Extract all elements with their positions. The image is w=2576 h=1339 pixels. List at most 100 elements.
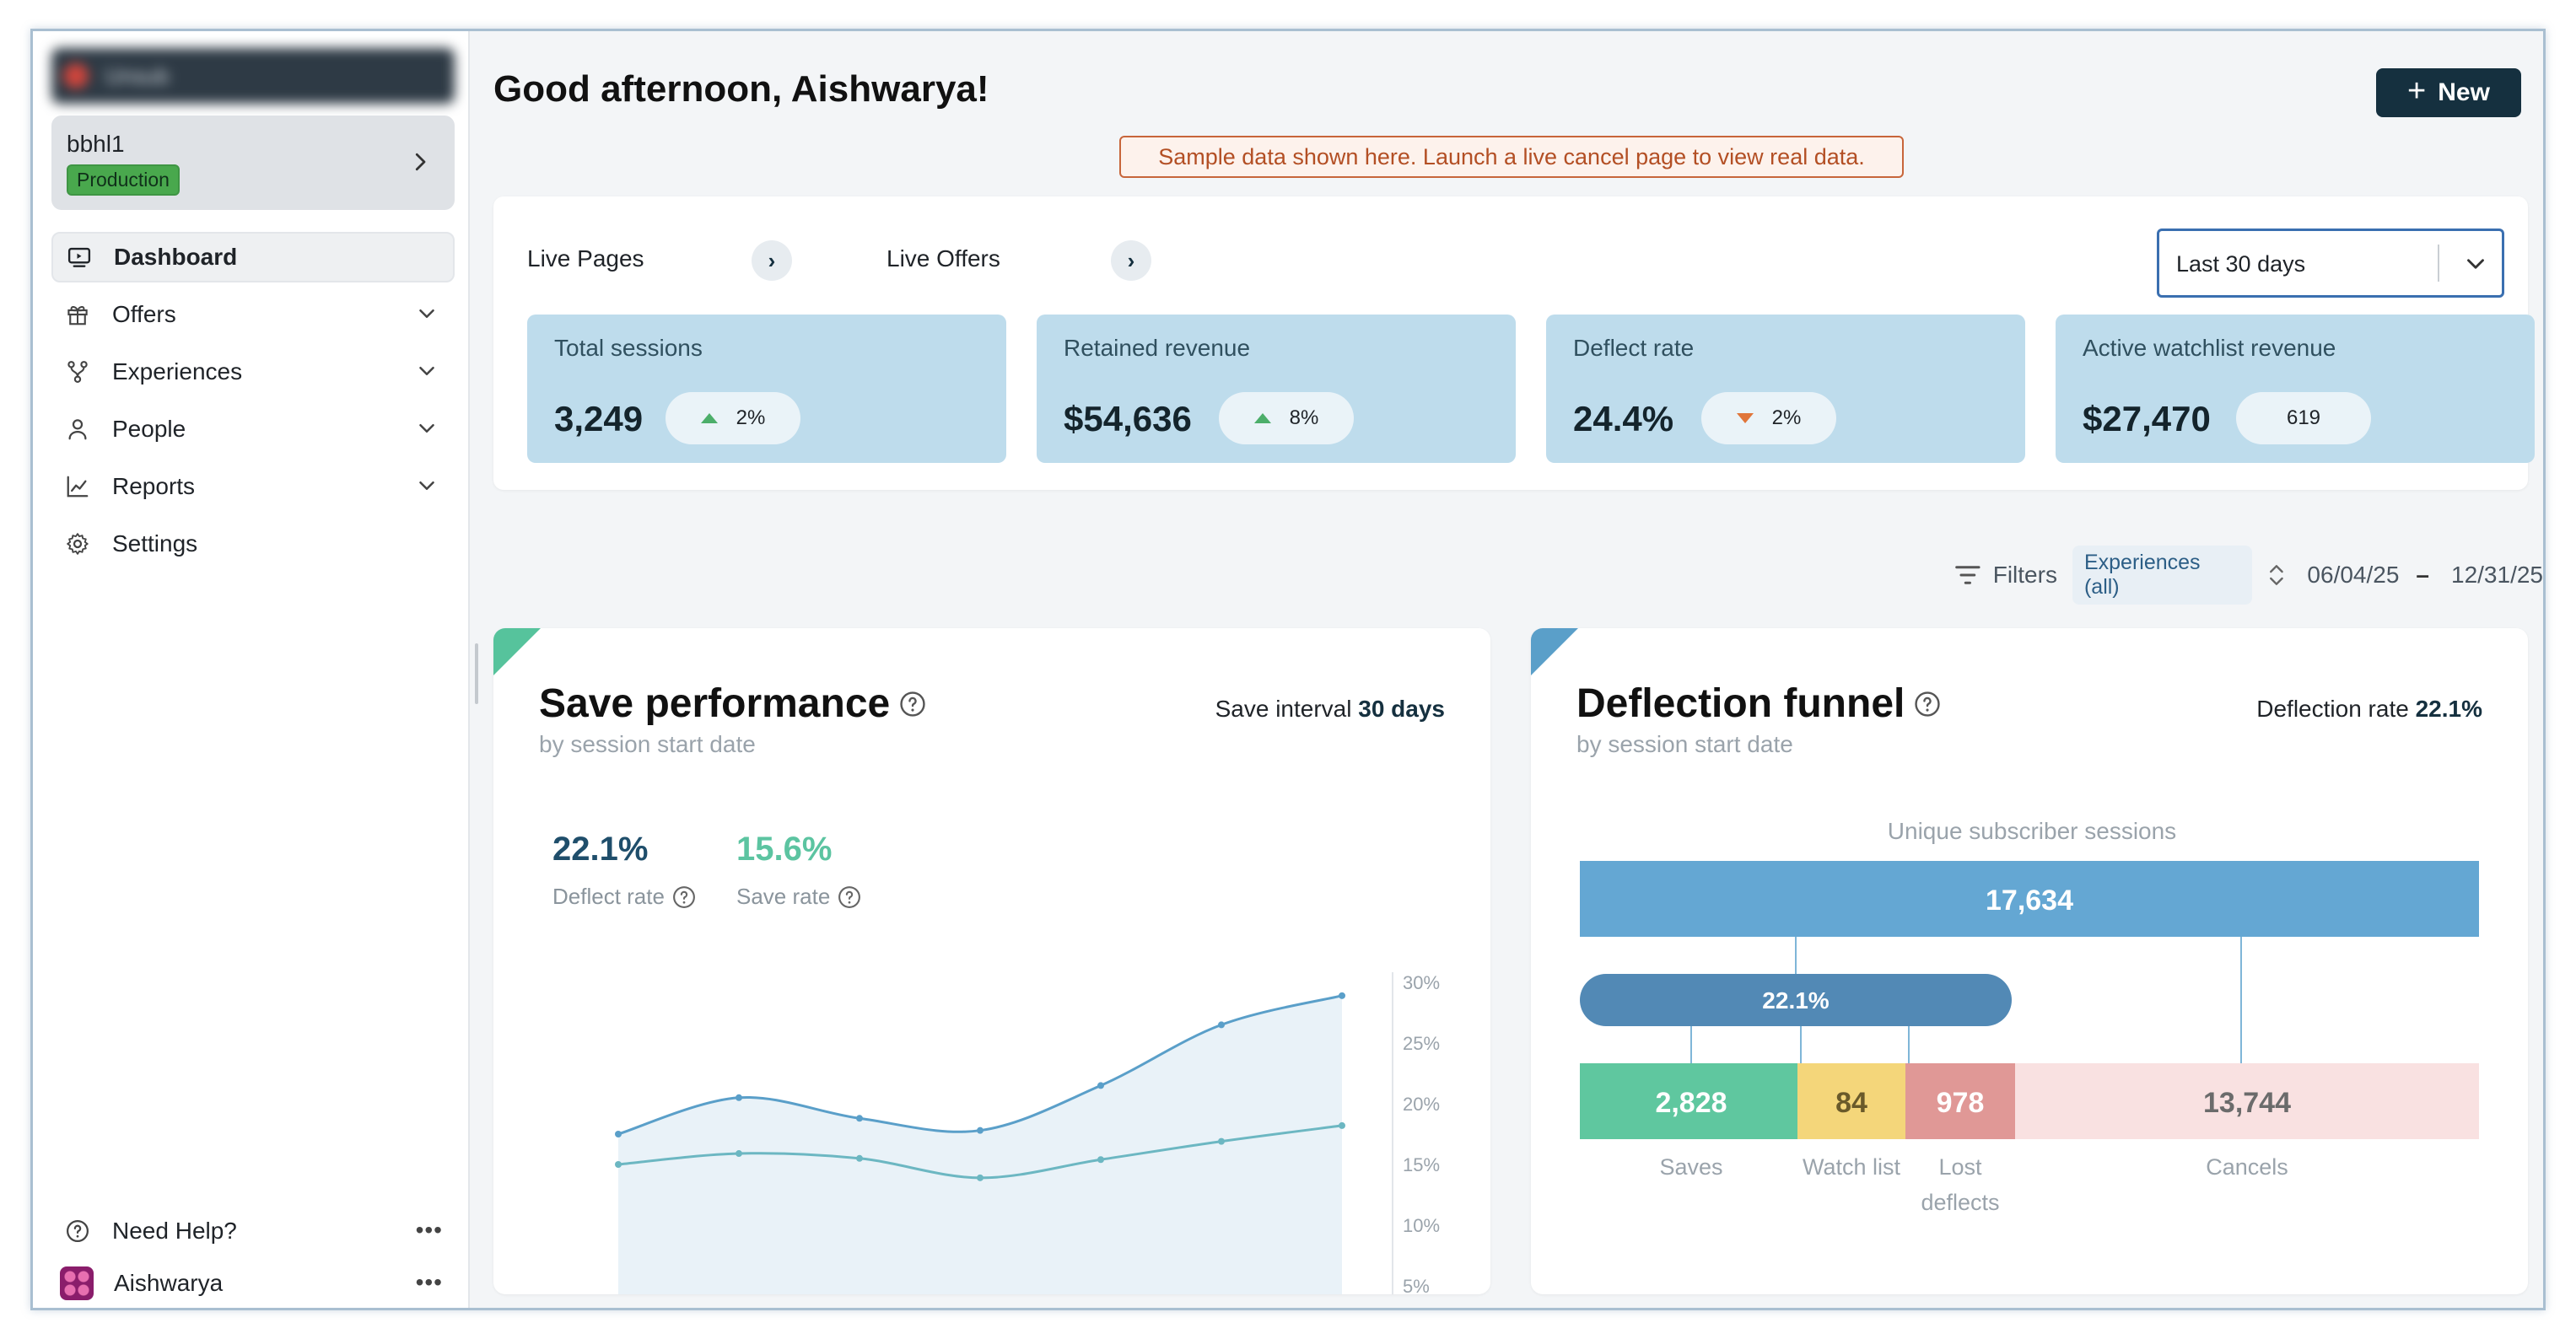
data-point[interactable] — [977, 1127, 984, 1134]
chevron-down-icon[interactable] — [414, 416, 439, 441]
nav-item-dashboard[interactable]: Dashboard — [51, 232, 455, 282]
main-nav: Dashboard Offers Experiences — [51, 232, 455, 576]
chevron-right-icon — [415, 153, 426, 171]
flow-icon — [63, 358, 92, 386]
data-point[interactable] — [736, 1094, 742, 1101]
data-point[interactable] — [1218, 1137, 1225, 1145]
kpi-change: 8% — [1289, 406, 1319, 429]
metric-label-text: Save rate — [736, 884, 831, 909]
nav-item-settings[interactable]: Settings — [51, 519, 455, 569]
watch-list-label: Watch list — [1803, 1154, 1901, 1180]
lost-deflects-segment[interactable] — [1905, 1063, 2015, 1139]
question-circle-icon[interactable] — [1913, 690, 1942, 718]
data-point[interactable] — [1097, 1156, 1104, 1164]
kpi-count-badge: 619 — [2236, 392, 2371, 444]
data-point[interactable] — [1097, 1082, 1104, 1089]
data-point[interactable] — [1339, 1121, 1345, 1129]
save-interval[interactable]: Save interval 30 days — [1215, 696, 1445, 723]
data-point[interactable] — [615, 1131, 622, 1137]
question-circle-icon[interactable] — [898, 690, 927, 718]
more-options-icon[interactable]: ••• — [415, 1217, 443, 1243]
panel-subtitle: by session start date — [1576, 731, 1793, 757]
resize-handle[interactable] — [475, 643, 478, 704]
y-tick-label: 30% — [1403, 972, 1440, 993]
save-performance-chart: 30% 25% 20% 15% 10% 5% — [615, 972, 1440, 1294]
nav-label: Settings — [112, 530, 198, 557]
filter-icon[interactable] — [1954, 563, 1981, 587]
nav-label: Dashboard — [114, 244, 238, 270]
nav-item-people[interactable]: People — [51, 404, 455, 454]
kpi-value: $54,636 — [1064, 399, 1192, 438]
chevron-down-icon[interactable] — [414, 473, 439, 498]
cancels-label: Cancels — [2206, 1154, 2288, 1180]
kpi-change: 2% — [736, 406, 766, 429]
deflect-rate-metric: 22.1% Deflect rate — [552, 831, 697, 910]
workspace-name: bbhl1 — [67, 131, 125, 157]
deflection-rate-summary: Deflection rate 22.1% — [2256, 696, 2482, 723]
kpi-total-sessions: Total sessions 3,249 2% — [527, 315, 1006, 463]
saves-label: Saves — [1659, 1154, 1722, 1180]
new-button[interactable]: + New — [2376, 68, 2521, 117]
kpi-value: 3,249 — [554, 399, 644, 438]
trend-down-icon — [1736, 413, 1754, 423]
user-item[interactable]: Aishwarya ••• — [51, 1257, 455, 1308]
filters-label[interactable]: Filters — [1992, 562, 2057, 588]
data-point[interactable] — [977, 1174, 984, 1181]
date-range-select[interactable]: Last 30 days — [2157, 229, 2504, 298]
funnel-header: Unique subscriber sessions — [1888, 818, 2176, 844]
app-window: Unsub bbhl1 Production Dashboard Offers — [30, 29, 2546, 1310]
data-point[interactable] — [856, 1115, 863, 1122]
more-options-icon[interactable]: ••• — [415, 1269, 443, 1295]
main-content: Good afternoon, Aishwarya! + New Sample … — [472, 31, 2543, 1308]
nav-item-reports[interactable]: Reports — [51, 461, 455, 512]
kpi-value: $27,470 — [2083, 399, 2211, 438]
data-point[interactable] — [1339, 992, 1345, 999]
y-tick-label: 5% — [1403, 1276, 1430, 1294]
start-date[interactable]: 06/04/25 — [2307, 562, 2400, 588]
chevron-down-icon[interactable] — [414, 358, 439, 384]
deflection-rate-pill[interactable] — [1580, 974, 2012, 1026]
kpi-change: 619 — [2286, 406, 2321, 429]
watch-list-segment[interactable] — [1797, 1063, 1905, 1139]
saves-value: 2,828 — [1655, 1087, 1727, 1119]
cancels-segment[interactable] — [2015, 1063, 2479, 1139]
data-point[interactable] — [1218, 1021, 1225, 1029]
chevron-down-icon[interactable] — [414, 301, 439, 326]
y-tick-label: 20% — [1403, 1094, 1440, 1115]
nav-item-experiences[interactable]: Experiences — [51, 347, 455, 397]
data-point[interactable] — [856, 1154, 863, 1162]
saves-segment[interactable] — [1580, 1063, 1797, 1139]
panel-subtitle: by session start date — [539, 731, 756, 757]
workspace-selector[interactable]: bbhl1 Production — [51, 116, 455, 210]
end-date[interactable]: 12/31/25 — [2451, 562, 2543, 588]
live-offers-link[interactable]: Live Offers — [887, 245, 1000, 272]
question-circle-icon[interactable] — [671, 885, 697, 910]
user-name: Aishwarya — [114, 1270, 224, 1296]
total-sessions-bar[interactable] — [1580, 861, 2479, 937]
data-point[interactable] — [736, 1150, 742, 1158]
help-item[interactable]: Need Help? ••• — [51, 1205, 455, 1257]
question-circle-icon[interactable] — [837, 885, 862, 910]
save-performance-panel: Save performance by session start date S… — [493, 628, 1490, 1294]
gear-icon — [63, 530, 92, 558]
gift-icon — [63, 300, 92, 329]
nav-item-offers[interactable]: Offers — [51, 289, 455, 340]
deflection-rate-label: Deflection rate — [2256, 696, 2409, 722]
data-point[interactable] — [615, 1161, 622, 1168]
watch-list-value: 84 — [1835, 1087, 1867, 1119]
live-pages-link[interactable]: Live Pages — [527, 245, 644, 272]
experience-filter-chip[interactable]: Experiences (all) — [2072, 546, 2252, 605]
chevron-right-icon[interactable]: › — [1111, 240, 1151, 281]
chevron-right-icon[interactable]: › — [752, 240, 792, 281]
avatar — [60, 1266, 94, 1300]
environment-badge: Production — [67, 164, 180, 196]
panel-accent — [493, 628, 541, 675]
org-switcher[interactable]: Unsub — [51, 48, 455, 104]
sort-icon[interactable] — [2267, 562, 2286, 589]
deflection-funnel-panel: Deflection funnel by session start date … — [1531, 628, 2528, 1294]
kpi-change-badge: 2% — [666, 392, 800, 444]
trend-up-icon — [1253, 413, 1271, 423]
date-range-value: Last 30 days — [2176, 251, 2306, 277]
divider — [2438, 245, 2439, 282]
trend-up-icon — [700, 413, 718, 423]
